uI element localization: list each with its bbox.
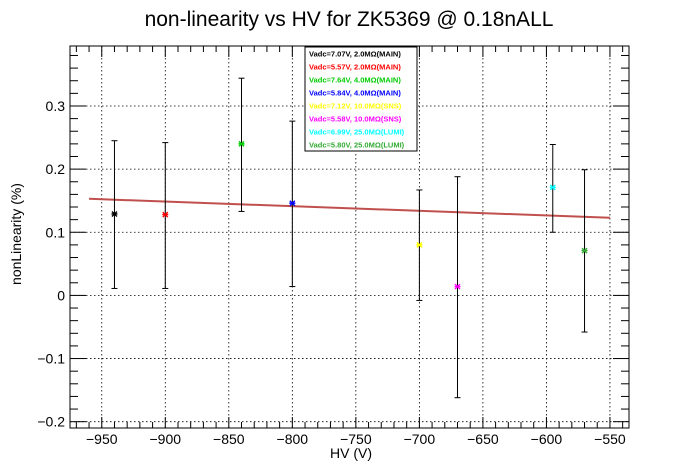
data-point: [549, 184, 556, 191]
legend-entry: Vadc=5.84V, 4.0MΩ(MAIN): [309, 89, 401, 98]
x-tick-label: −550: [594, 431, 626, 447]
y-axis-ticks: −0.2 −0.1 0 0.1 0.2 0.3: [37, 54, 629, 430]
legend-entry: Vadc=6.99V, 25.0MΩ(LUMI): [309, 128, 405, 137]
y-tick-label: 0.1: [46, 224, 66, 240]
x-tick-label: −950: [86, 431, 118, 447]
legend-entry: Vadc=7.12V, 10.0MΩ(SNS): [309, 102, 402, 111]
y-tick-label: −0.2: [37, 414, 65, 430]
legend-entry: Vadc=5.80V, 25.0MΩ(LUMI): [309, 141, 405, 150]
data-point: [454, 283, 461, 290]
data-points: [111, 77, 588, 399]
x-tick-label: −750: [340, 431, 372, 447]
data-point: [289, 200, 296, 207]
grid: [70, 46, 629, 428]
x-tick-label: −900: [150, 431, 182, 447]
fit-line: [89, 197, 610, 219]
legend: Vadc=7.07V, 2.0MΩ(MAIN) Vadc=5.57V, 2.0MΩ…: [304, 46, 418, 152]
y-tick-label: 0.2: [46, 161, 66, 177]
fit-line-group: [89, 197, 610, 219]
x-axis-label: HV (V): [330, 445, 372, 461]
legend-entry: Vadc=5.57V, 2.0MΩ(MAIN): [309, 63, 401, 72]
data-point: [162, 211, 169, 218]
y-axis-label: nonLinearity (%): [8, 183, 24, 285]
legend-entry: Vadc=7.64V, 4.0MΩ(MAIN): [309, 76, 401, 85]
x-tick-label: −650: [467, 431, 499, 447]
x-tick-label: −600: [531, 431, 563, 447]
x-tick-label: −850: [213, 431, 245, 447]
y-tick-label: −0.1: [37, 351, 65, 367]
y-tick-label: 0.3: [46, 98, 66, 114]
chart-title: non-linearity vs HV for ZK5369 @ 0.18nAL…: [145, 8, 554, 31]
data-point: [416, 241, 423, 248]
x-tick-label: −800: [277, 431, 309, 447]
legend-box: [304, 46, 418, 152]
data-point: [238, 140, 245, 147]
data-point: [111, 210, 118, 217]
y-tick-label: 0: [57, 287, 65, 303]
legend-entry: Vadc=7.07V, 2.0MΩ(MAIN): [309, 50, 401, 59]
legend-entry: Vadc=5.58V, 10.0MΩ(SNS): [309, 115, 402, 124]
data-point: [581, 247, 588, 254]
x-tick-label: −700: [404, 431, 436, 447]
